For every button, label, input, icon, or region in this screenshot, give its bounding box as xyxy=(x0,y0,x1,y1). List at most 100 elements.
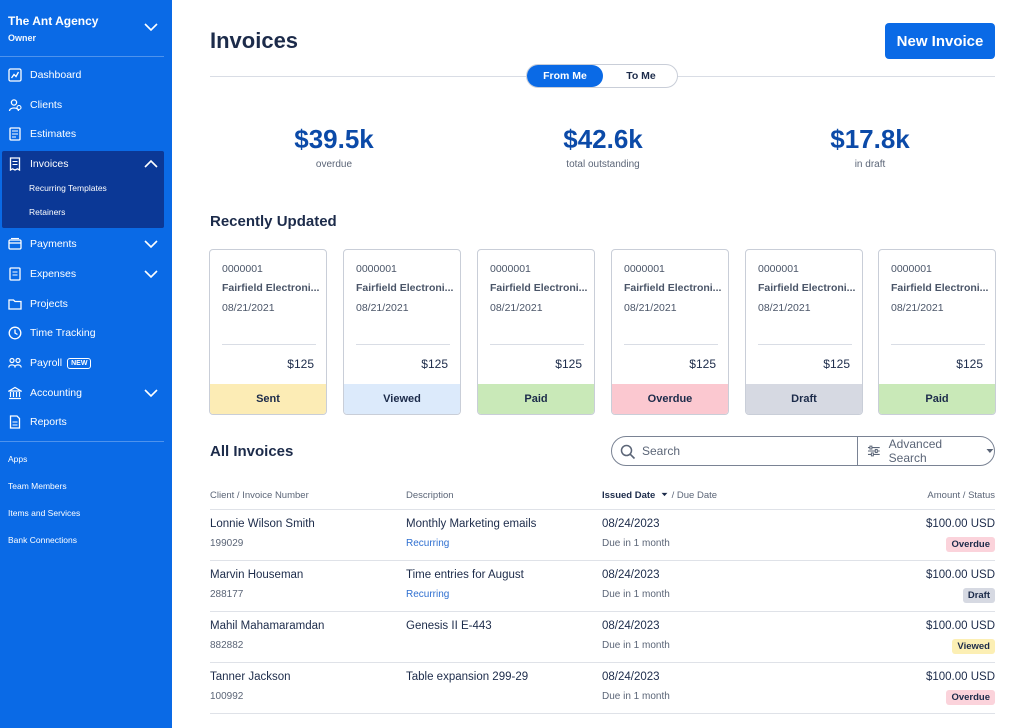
card-number: 0000001 xyxy=(891,263,932,275)
invoice-card[interactable]: 0000001 Fairfield Electroni... 08/21/202… xyxy=(477,249,595,415)
row-issued-date: 08/24/2023 xyxy=(602,518,660,530)
invoice-card[interactable]: 0000001 Fairfield Electroni... 08/21/202… xyxy=(878,249,996,415)
sidebar-item-label: Payments xyxy=(30,238,77,250)
stat-value: $42.6k xyxy=(563,124,643,154)
row-amount: $100.00 USD xyxy=(925,569,995,581)
sidebar-item-label: Accounting xyxy=(30,387,82,399)
sidebar-item-clients[interactable]: Clients xyxy=(8,94,164,116)
card-date: 08/21/2021 xyxy=(758,302,811,314)
row-recurring-link[interactable]: Recurring xyxy=(406,538,450,549)
row-amount: $100.00 USD xyxy=(925,620,995,632)
sidebar-item-label: Payroll xyxy=(30,357,63,369)
card-date: 08/21/2021 xyxy=(356,302,409,314)
toggle-to-me[interactable]: To Me xyxy=(626,70,656,82)
row-recurring-link[interactable]: Recurring xyxy=(406,589,450,600)
stat-total-outstanding: $42.6k total outstanding xyxy=(483,124,723,170)
status-badge-overdue: Overdue xyxy=(946,690,995,705)
payments-icon xyxy=(8,237,22,250)
org-role: Owner xyxy=(8,33,37,43)
column-header-description[interactable]: Description xyxy=(406,490,454,501)
card-client: Fairfield Electroni... xyxy=(490,282,588,294)
stat-label: in draft xyxy=(854,159,886,170)
sidebar-item-invoices[interactable]: Invoices xyxy=(8,153,164,175)
invoice-card[interactable]: 0000001 Fairfield Electroni... 08/21/202… xyxy=(209,249,327,415)
sidebar-subitem-retainers[interactable]: Retainers xyxy=(29,207,66,217)
search-input[interactable] xyxy=(642,437,852,465)
card-client: Fairfield Electroni... xyxy=(222,282,320,294)
advanced-search-button[interactable]: Advanced Search xyxy=(858,437,994,465)
row-due: Due in 1 month xyxy=(602,691,670,702)
sidebar-item-expenses[interactable]: Expenses xyxy=(8,263,164,285)
sidebar-subitem-recurring-templates[interactable]: Recurring Templates xyxy=(29,183,107,193)
row-issued-date: 08/24/2023 xyxy=(602,620,660,632)
caret-down-icon xyxy=(986,449,994,453)
stat-label: overdue xyxy=(315,159,353,170)
card-divider xyxy=(624,344,718,345)
sort-down-icon xyxy=(661,492,668,497)
projects-icon xyxy=(8,299,22,310)
sidebar-link-apps[interactable]: Apps xyxy=(8,454,28,464)
toggle-from-me[interactable]: From Me xyxy=(527,65,603,87)
table-divider xyxy=(210,509,995,510)
sidebar-link-team-members[interactable]: Team Members xyxy=(8,481,67,491)
invoice-card[interactable]: 0000001 Fairfield Electroni... 08/21/202… xyxy=(343,249,461,415)
card-number: 0000001 xyxy=(356,263,397,275)
stat-value: $39.5k xyxy=(294,124,374,154)
row-invoice-number: 199029 xyxy=(210,538,244,549)
invoice-card[interactable]: 0000001 Fairfield Electroni... 08/21/202… xyxy=(745,249,863,415)
all-invoices-title: All Invoices xyxy=(210,443,294,460)
sidebar-item-label: Reports xyxy=(30,416,67,428)
column-header-issued-date[interactable]: Issued Date xyxy=(602,490,656,501)
row-divider xyxy=(210,611,995,612)
sidebar-item-time-tracking[interactable]: Time Tracking xyxy=(8,322,164,344)
sidebar-item-dashboard[interactable]: Dashboard xyxy=(8,64,164,86)
sidebar-item-label: Time Tracking xyxy=(30,327,96,339)
org-switcher[interactable]: The Ant Agency Owner xyxy=(8,14,164,54)
row-description: Time entries for August xyxy=(406,569,524,581)
card-divider xyxy=(222,344,316,345)
sidebar-item-payroll[interactable]: Payroll NEW xyxy=(8,352,164,374)
from-to-toggle: From Me To Me xyxy=(526,64,678,88)
chevron-down-icon xyxy=(144,23,158,32)
row-divider xyxy=(210,560,995,561)
org-name: The Ant Agency xyxy=(8,14,99,28)
row-issued-date: 08/24/2023 xyxy=(602,671,660,683)
card-divider xyxy=(356,344,450,345)
card-divider xyxy=(891,344,985,345)
column-header-amount-status[interactable]: Amount / Status xyxy=(927,490,995,501)
new-invoice-button[interactable]: New Invoice xyxy=(885,23,995,59)
row-client: Mahil Mahamaramdan xyxy=(210,620,325,632)
column-header-dates[interactable]: Issued Date / Due Date xyxy=(602,490,717,501)
sidebar-divider xyxy=(0,56,164,57)
row-issued-date: 08/24/2023 xyxy=(602,569,660,581)
stat-overdue: $39.5k overdue xyxy=(214,124,454,170)
recently-updated-title: Recently Updated xyxy=(210,213,337,230)
invoices-icon xyxy=(9,157,21,171)
new-badge: NEW xyxy=(67,357,92,369)
clock-icon xyxy=(8,326,22,340)
sidebar-item-reports[interactable]: Reports xyxy=(8,411,164,433)
sidebar-item-payments[interactable]: Payments xyxy=(8,233,164,255)
sidebar-item-label: Invoices xyxy=(30,158,69,170)
sidebar-item-projects[interactable]: Projects xyxy=(8,293,164,315)
expenses-icon xyxy=(9,267,21,281)
invoice-card[interactable]: 0000001 Fairfield Electroni... 08/21/202… xyxy=(611,249,729,415)
sidebar: The Ant Agency Owner Dashboard Clients E… xyxy=(0,0,172,728)
sidebar-active-group xyxy=(2,151,164,228)
card-status-paid: Paid xyxy=(478,384,594,414)
search-icon xyxy=(620,444,636,460)
sidebar-item-label: Projects xyxy=(30,298,68,310)
sidebar-item-estimates[interactable]: Estimates xyxy=(8,123,164,145)
sidebar-link-bank-connections[interactable]: Bank Connections xyxy=(8,535,77,545)
column-header-client[interactable]: Client / Invoice Number xyxy=(210,490,309,501)
card-divider xyxy=(758,344,852,345)
card-status-viewed: Viewed xyxy=(344,384,460,414)
sidebar-link-items-and-services[interactable]: Items and Services xyxy=(8,508,81,518)
card-amount: $125 xyxy=(956,357,983,371)
card-date: 08/21/2021 xyxy=(222,302,275,314)
sidebar-item-accounting[interactable]: Accounting xyxy=(8,382,164,404)
row-amount: $100.00 USD xyxy=(925,518,995,530)
payroll-icon xyxy=(8,357,22,368)
row-due: Due in 1 month xyxy=(602,589,670,600)
card-amount: $125 xyxy=(689,357,716,371)
